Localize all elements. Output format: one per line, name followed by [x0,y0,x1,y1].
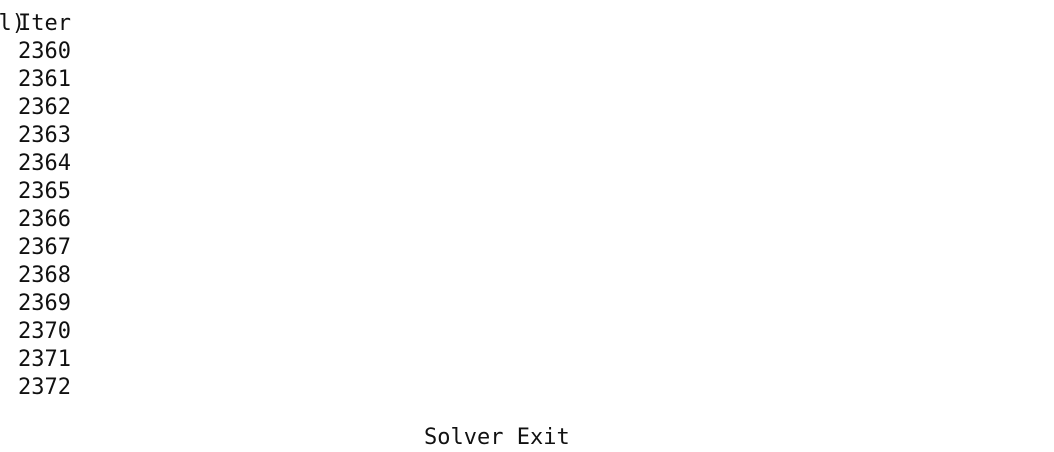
cell-iter: 2360 [18,39,71,64]
cell-iter: 2362 [18,95,71,120]
cell-iter: 2363 [18,123,71,148]
solver-exit-message: Solver Exit [424,425,570,450]
cell-iter: 2370 [18,319,71,344]
table-header: Iter Time(s) Res[Rho] Res[RhoE] CL(Total… [0,10,71,38]
cell-iter: 2368 [18,263,71,288]
header-cd-total: CD(Total) [0,11,25,36]
cell-iter: 2365 [18,179,71,204]
cell-iter: 2367 [18,235,71,260]
header-iter: Iter [18,11,71,36]
cell-iter: 2372 [18,375,71,400]
cell-iter: 2369 [18,291,71,316]
cell-iter: 2371 [18,347,71,372]
cell-iter: 2361 [18,67,71,92]
cell-iter: 2366 [18,207,71,232]
terminal-output: Iter Time(s) Res[Rho] Res[RhoE] CL(Total… [0,10,570,450]
cell-iter: 2364 [18,151,71,176]
